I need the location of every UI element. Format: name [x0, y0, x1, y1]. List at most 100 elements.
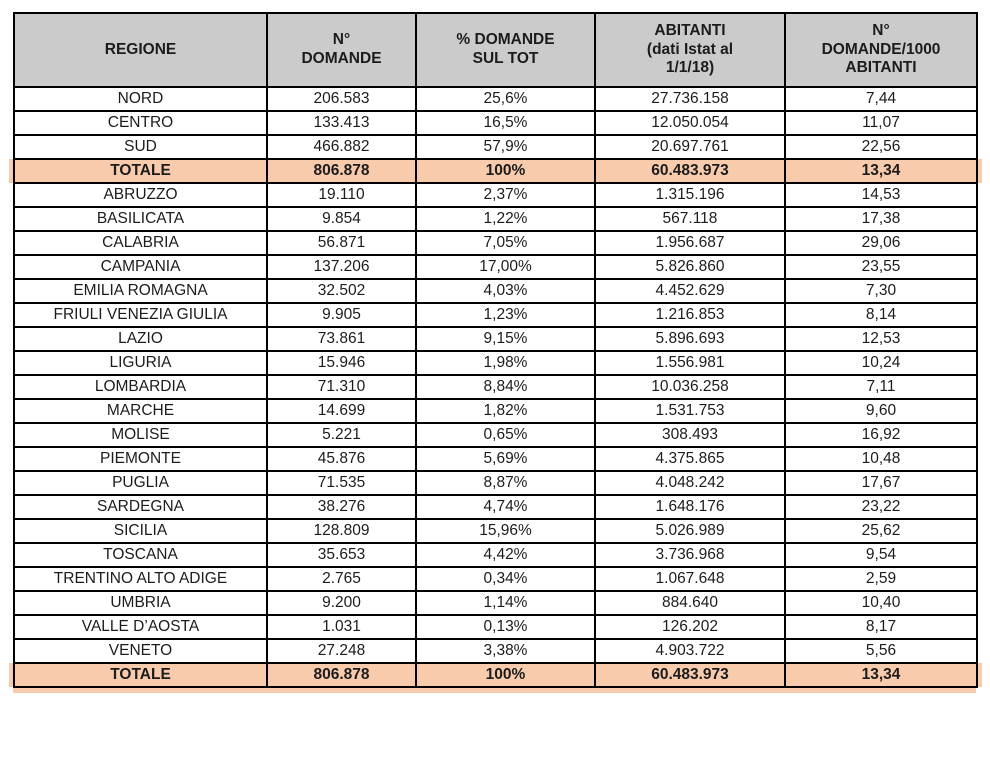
cell-abitanti: 126.202 [594, 614, 786, 640]
cell-n-domande: 32.502 [266, 278, 417, 304]
cell-regione: TOSCANA [13, 542, 268, 568]
cell-domande-per-1000: 10,48 [784, 446, 978, 472]
table-row: MARCHE 14.699 1,82% 1.531.753 9,60 [13, 398, 978, 424]
cell-regione: ABRUZZO [13, 182, 268, 208]
table-row: VENETO 27.248 3,38% 4.903.722 5,56 [13, 638, 978, 664]
cell-pct-domande: 1,98% [415, 350, 596, 376]
cell-abitanti: 1.956.687 [594, 230, 786, 256]
table-row: SARDEGNA 38.276 4,74% 1.648.176 23,22 [13, 494, 978, 520]
cell-n-domande: 71.535 [266, 470, 417, 496]
cell-domande-per-1000: 9,60 [784, 398, 978, 424]
cell-n-domande: 35.653 [266, 542, 417, 568]
cell-regione: CALABRIA [13, 230, 268, 256]
cell-abitanti: 4.375.865 [594, 446, 786, 472]
cell-domande-per-1000: 23,22 [784, 494, 978, 520]
cell-regione: LAZIO [13, 326, 268, 352]
table-row: CAMPANIA 137.206 17,00% 5.826.860 23,55 [13, 254, 978, 280]
table-row: EMILIA ROMAGNA 32.502 4,03% 4.452.629 7,30 [13, 278, 978, 304]
cell-abitanti: 5.896.693 [594, 326, 786, 352]
cell-abitanti: 1.648.176 [594, 494, 786, 520]
cell-pct-domande: 15,96% [415, 518, 596, 544]
cell-domande-per-1000: 7,44 [784, 86, 978, 112]
cell-regione: TRENTINO ALTO ADIGE [13, 566, 268, 592]
cell-n-domande: 128.809 [266, 518, 417, 544]
cell-abitanti: 27.736.158 [594, 86, 786, 112]
col-header-domande-per-1000: N° DOMANDE/1000 ABITANTI [784, 12, 978, 88]
cell-n-domande: 9.905 [266, 302, 417, 328]
cell-n-domande: 15.946 [266, 350, 417, 376]
cell-domande-per-1000: 23,55 [784, 254, 978, 280]
table-row: LAZIO 73.861 9,15% 5.896.693 12,53 [13, 326, 978, 352]
cell-regione: NORD [13, 86, 268, 112]
cell-abitanti: 5.026.989 [594, 518, 786, 544]
table-row: PIEMONTE 45.876 5,69% 4.375.865 10,48 [13, 446, 978, 472]
cell-domande-per-1000: 8,14 [784, 302, 978, 328]
cell-abitanti: 5.826.860 [594, 254, 786, 280]
cell-pct-domande: 0,34% [415, 566, 596, 592]
cell-domande-per-1000: 10,24 [784, 350, 978, 376]
cell-domande-per-1000: 7,30 [784, 278, 978, 304]
cell-pct-domande: 25,6% [415, 86, 596, 112]
cell-regione: LOMBARDIA [13, 374, 268, 400]
cell-regione: BASILICATA [13, 206, 268, 232]
cell-domande-per-1000: 17,38 [784, 206, 978, 232]
col-header-regione: REGIONE [13, 12, 268, 88]
cell-abitanti: 4.903.722 [594, 638, 786, 664]
cell-domande-per-1000: 25,62 [784, 518, 978, 544]
table-row: NORD 206.583 25,6% 27.736.158 7,44 [13, 86, 978, 112]
cell-abitanti: 10.036.258 [594, 374, 786, 400]
cell-n-domande: 137.206 [266, 254, 417, 280]
cell-n-domande: 14.699 [266, 398, 417, 424]
cell-domande-per-1000: 5,56 [784, 638, 978, 664]
cell-abitanti: 20.697.761 [594, 134, 786, 160]
cell-domande-per-1000: 11,07 [784, 110, 978, 136]
cell-pct-domande: 9,15% [415, 326, 596, 352]
col-header-pct-domande: % DOMANDE SUL TOT [415, 12, 596, 88]
table-row: MOLISE 5.221 0,65% 308.493 16,92 [13, 422, 978, 448]
cell-abitanti: 60.483.973 [594, 158, 786, 184]
cell-pct-domande: 1,14% [415, 590, 596, 616]
cell-abitanti: 1.556.981 [594, 350, 786, 376]
cell-abitanti: 3.736.968 [594, 542, 786, 568]
cell-domande-per-1000: 14,53 [784, 182, 978, 208]
table-row: PUGLIA 71.535 8,87% 4.048.242 17,67 [13, 470, 978, 496]
cell-pct-domande: 100% [415, 158, 596, 184]
cell-abitanti: 884.640 [594, 590, 786, 616]
total-row: TOTALE 806.878 100% 60.483.973 13,34 [13, 158, 978, 184]
cell-abitanti: 1.531.753 [594, 398, 786, 424]
cell-regione: MARCHE [13, 398, 268, 424]
cell-n-domande: 1.031 [266, 614, 417, 640]
cell-pct-domande: 4,03% [415, 278, 596, 304]
cell-regione: SARDEGNA [13, 494, 268, 520]
cell-pct-domande: 16,5% [415, 110, 596, 136]
table-row: BASILICATA 9.854 1,22% 567.118 17,38 [13, 206, 978, 232]
table-row: FRIULI VENEZIA GIULIA 9.905 1,23% 1.216.853… [13, 302, 978, 328]
cell-domande-per-1000: 13,34 [784, 158, 978, 184]
table-row: LIGURIA 15.946 1,98% 1.556.981 10,24 [13, 350, 978, 376]
cell-abitanti: 4.452.629 [594, 278, 786, 304]
cell-n-domande: 466.882 [266, 134, 417, 160]
cell-regione: FRIULI VENEZIA GIULIA [13, 302, 268, 328]
cell-regione: UMBRIA [13, 590, 268, 616]
cell-domande-per-1000: 2,59 [784, 566, 978, 592]
table-row: SICILIA 128.809 15,96% 5.026.989 25,62 [13, 518, 978, 544]
cell-domande-per-1000: 12,53 [784, 326, 978, 352]
cell-abitanti: 4.048.242 [594, 470, 786, 496]
cell-regione: TOTALE [13, 158, 268, 184]
cell-regione: CAMPANIA [13, 254, 268, 280]
cell-regione: PIEMONTE [13, 446, 268, 472]
cell-domande-per-1000: 9,54 [784, 542, 978, 568]
cell-domande-per-1000: 22,56 [784, 134, 978, 160]
cell-pct-domande: 0,13% [415, 614, 596, 640]
cell-n-domande: 45.876 [266, 446, 417, 472]
cell-n-domande: 5.221 [266, 422, 417, 448]
cell-pct-domande: 17,00% [415, 254, 596, 280]
cell-domande-per-1000: 8,17 [784, 614, 978, 640]
cell-regione: MOLISE [13, 422, 268, 448]
cell-domande-per-1000: 16,92 [784, 422, 978, 448]
table-row: UMBRIA 9.200 1,14% 884.640 10,40 [13, 590, 978, 616]
table-header: REGIONE N° DOMANDE % DOMANDE SUL TOT ABI… [13, 12, 978, 88]
cell-abitanti: 308.493 [594, 422, 786, 448]
cell-n-domande: 56.871 [266, 230, 417, 256]
